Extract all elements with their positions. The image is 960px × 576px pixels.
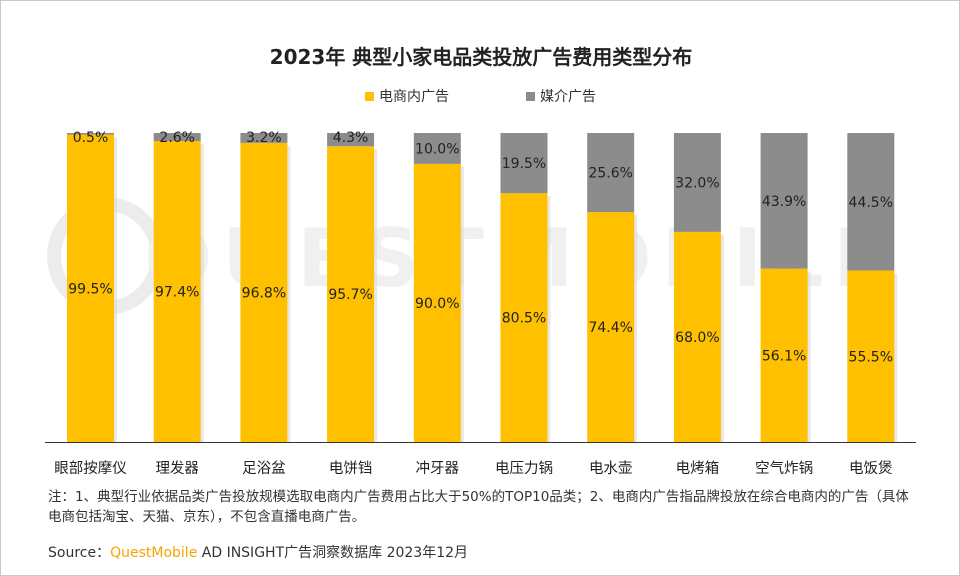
value-label-ecommerce: 99.5% <box>68 281 112 297</box>
x-tick-label: 空气炸锅 <box>755 460 813 477</box>
legend-label-media: 媒介广告 <box>540 89 596 105</box>
value-label-media: 2.6% <box>159 130 195 146</box>
value-label-media: 0.5% <box>73 130 109 146</box>
value-label-media: 43.9% <box>762 194 806 210</box>
bar-ecommerce <box>673 231 721 442</box>
x-tick-label: 电水壶 <box>589 460 633 477</box>
footnote: 注：1、典型行业依据品类广告投放规模选取电商内广告费用占比大于50%的TOP10… <box>48 489 909 525</box>
bar-ecommerce <box>760 268 808 442</box>
value-label-media: 4.3% <box>333 130 369 146</box>
value-label-ecommerce: 96.8% <box>242 285 286 301</box>
bar-media <box>327 133 375 147</box>
bar-ecommerce <box>240 142 288 442</box>
x-tick-label: 理发器 <box>155 460 199 477</box>
bar-media <box>847 133 895 271</box>
value-label-media: 10.0% <box>415 141 459 157</box>
value-label-ecommerce: 56.1% <box>762 348 806 364</box>
bar-media <box>587 133 635 213</box>
legend: 电商内广告 媒介广告 <box>1 86 959 106</box>
x-tick-label: 电饼铛 <box>329 460 373 477</box>
value-label-ecommerce: 97.4% <box>155 285 199 301</box>
value-label-ecommerce: 55.5% <box>849 349 893 365</box>
source-line: Source：QuestMobile AD INSIGHT广告洞察数据库 202… <box>48 542 468 562</box>
value-label-ecommerce: 95.7% <box>328 287 372 303</box>
value-label-media: 32.0% <box>675 175 719 191</box>
legend-label-ecommerce: 电商内广告 <box>379 89 449 105</box>
bar-ecommerce <box>153 141 201 442</box>
value-label-ecommerce: 68.0% <box>675 330 719 346</box>
legend-swatch-ecommerce <box>365 91 374 101</box>
value-label-ecommerce: 80.5% <box>502 311 546 327</box>
source-text: AD INSIGHT广告洞察数据库 2023年12月 <box>197 545 469 561</box>
bar-media <box>153 133 201 142</box>
bar-ecommerce <box>67 134 114 443</box>
x-tick-label: 冲牙器 <box>416 460 460 477</box>
bar-ecommerce <box>847 270 895 442</box>
value-label-ecommerce: 90.0% <box>415 296 459 312</box>
bar-ecommerce <box>500 193 548 442</box>
bar-ecommerce <box>587 212 635 442</box>
legend-item-media: 媒介广告 <box>526 86 596 106</box>
x-tick-label: 电饭煲 <box>849 460 893 477</box>
legend-swatch-media <box>526 91 535 101</box>
chart-title: 2023年 典型小家电品类投放广告费用类型分布 <box>269 45 693 69</box>
value-label-media: 25.6% <box>588 166 632 182</box>
bar-media <box>413 133 461 164</box>
bar-ecommerce <box>413 163 461 442</box>
source-brand: QuestMobile <box>110 545 198 561</box>
value-label-media: 44.5% <box>849 195 893 211</box>
value-label-ecommerce: 74.4% <box>588 320 632 336</box>
bar-ecommerce <box>327 146 375 443</box>
x-tick-label: 电烤箱 <box>676 460 720 477</box>
x-tick-label: 足浴盆 <box>242 460 286 477</box>
x-tick-label: 电压力锅 <box>495 460 553 477</box>
bar-media <box>760 133 808 269</box>
bar-media <box>673 133 721 232</box>
value-label-media: 19.5% <box>502 156 546 172</box>
bar-media <box>67 133 114 135</box>
bar-media <box>500 133 548 194</box>
legend-item-ecommerce: 电商内广告 <box>365 86 449 106</box>
bar-media <box>240 133 288 143</box>
value-label-media: 3.2% <box>246 130 282 146</box>
x-tick-label: 眼部按摩仪 <box>54 459 127 477</box>
source-label: Source： <box>48 545 111 561</box>
